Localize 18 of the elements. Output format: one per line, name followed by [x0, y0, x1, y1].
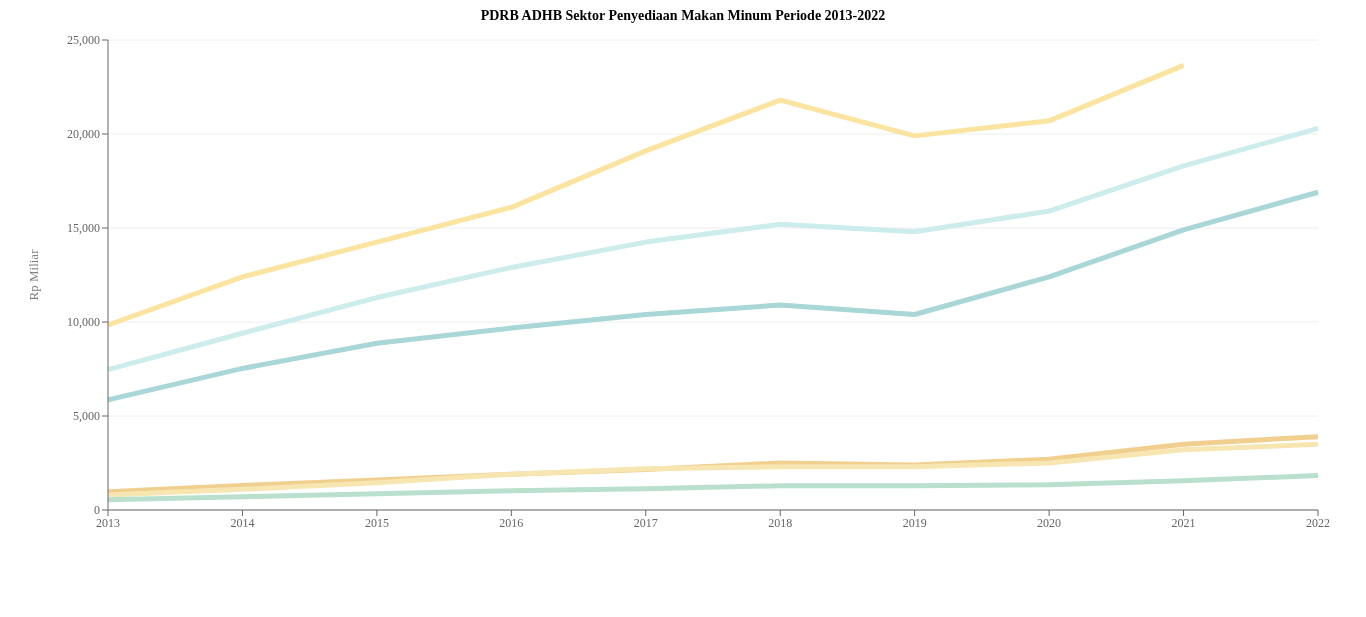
x-tick-label: 2019: [902, 515, 927, 530]
x-tick-label: 2015: [364, 515, 389, 530]
x-tick-label: 2016: [499, 515, 524, 530]
y-tick-label: 5,000: [73, 409, 100, 424]
y-tick-label: 20,000: [67, 127, 100, 142]
y-tick-label: 15,000: [67, 221, 100, 236]
x-tick-label: 2014: [230, 515, 255, 530]
x-tick-label: 2018: [768, 515, 793, 530]
y-tick-label: 0: [94, 503, 100, 518]
x-tick-label: 2013: [96, 515, 120, 530]
x-tick-label: 2020: [1037, 515, 1062, 530]
y-axis-title: Rp Miliar: [25, 248, 41, 301]
x-tick-label: 2022: [1306, 515, 1330, 530]
y-tick-label: 25,000: [67, 33, 100, 48]
x-tick-label: 2021: [1171, 515, 1196, 530]
chart-title: PDRB ADHB Sektor Penyediaan Makan Minum Periode 2013-2022: [479, 8, 887, 25]
y-tick-label: 10,000: [67, 315, 100, 330]
x-tick-label: 2017: [633, 515, 658, 530]
